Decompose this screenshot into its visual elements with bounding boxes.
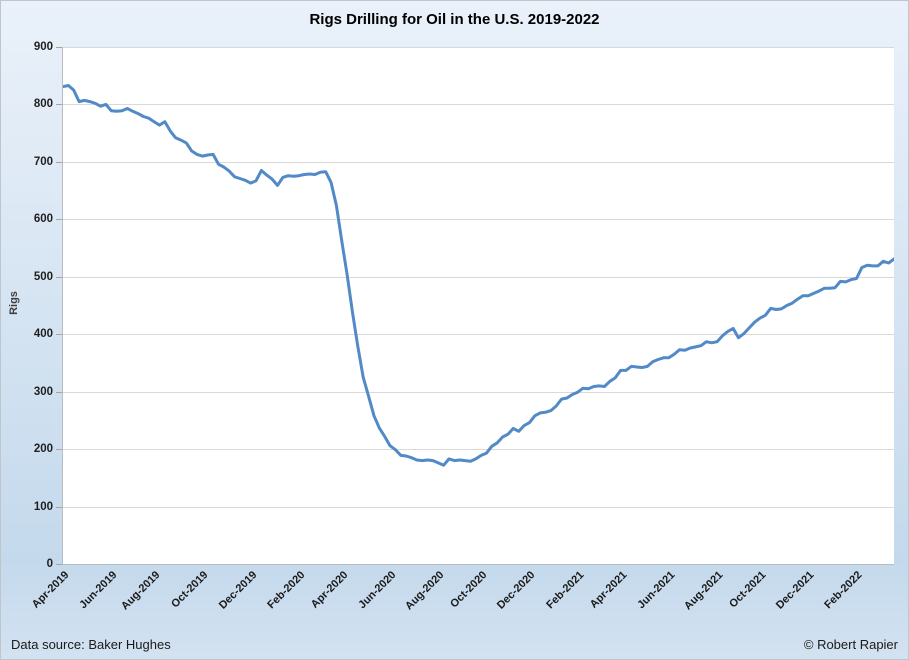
y-tick-label: 500 [33,270,53,283]
y-tick-mark [56,449,62,450]
x-tick-label: Dec-2019 [216,569,260,612]
x-tick-label: Oct-2020 [448,569,490,611]
y-tick-mark [56,564,62,565]
chart-title: Rigs Drilling for Oil in the U.S. 2019-2… [309,11,600,28]
x-tick-label: Apr-2019 [29,569,72,611]
x-tick-label: Jun-2021 [635,569,678,612]
plot-area [62,47,894,565]
y-tick-mark [56,392,62,393]
y-tick-mark [56,277,62,278]
y-tick-mark [56,104,62,105]
series-plot [63,47,894,508]
y-tick-label: 800 [33,98,53,111]
x-tick-label: Apr-2021 [587,569,630,611]
y-tick-label: 900 [33,41,53,53]
footer-credit: © Robert Rapier [803,637,898,652]
y-tick-label: 600 [33,213,53,226]
y-tick-mark [56,219,62,220]
x-tick-label: Oct-2021 [727,569,769,611]
x-tick-label: Feb-2021 [543,569,587,612]
y-tick-label: 0 [46,558,53,570]
y-tick-label: 700 [33,155,53,168]
y-axis-title: Rigs [8,291,20,315]
y-tick-label: 300 [33,385,53,398]
x-tick-label: Dec-2021 [774,569,817,612]
x-tick-label: Aug-2021 [682,569,726,613]
x-tick-label: Feb-2020 [265,569,308,612]
y-tick-label: 100 [33,500,53,513]
x-tick-label: Aug-2019 [119,569,163,613]
x-tick-label: Apr-2020 [308,569,351,611]
x-tick-label: Feb-2022 [822,569,865,612]
y-tick-label: 400 [33,328,53,341]
y-tick-mark [56,507,62,508]
y-tick-mark [56,162,62,163]
series-line [63,84,894,467]
x-tick-label: Dec-2020 [495,569,538,612]
footer-source: Data source: Baker Hughes [11,637,171,652]
y-tick-mark [56,47,62,48]
x-tick-label: Jun-2020 [356,569,399,612]
x-tick-label: Oct-2019 [169,569,211,611]
x-tick-label: Jun-2019 [77,569,120,612]
y-tick-label: 200 [33,443,53,456]
y-tick-mark [56,334,62,335]
x-tick-label: Aug-2020 [403,569,447,613]
